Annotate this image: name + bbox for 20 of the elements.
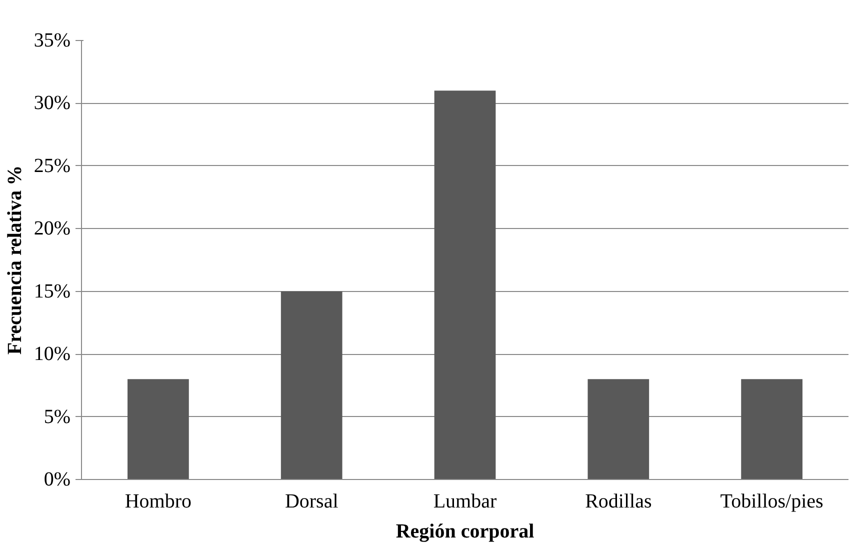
x-tick-label: Rodillas — [585, 490, 652, 512]
x-tick-label: Tobillos/pies — [720, 490, 824, 512]
y-tick-label: 35% — [34, 30, 71, 52]
x-axis-title: Región corporal — [396, 520, 535, 542]
y-tick-label: 25% — [34, 154, 71, 177]
x-tick-label: Dorsal — [284, 490, 339, 512]
bar — [128, 379, 189, 480]
bar — [588, 379, 650, 480]
y-tick-label: 10% — [34, 343, 71, 366]
y-tick-label: 15% — [34, 280, 71, 302]
x-tick-label: Hombro — [124, 490, 192, 512]
bar — [741, 379, 802, 480]
y-tick-label: 20% — [34, 218, 71, 240]
y-tick-label: 30% — [34, 92, 71, 114]
y-tick-label: 5% — [44, 406, 71, 428]
bar — [434, 90, 496, 480]
bar — [280, 291, 342, 480]
y-axis-title: Frecuencia relativa % — [4, 165, 26, 355]
y-tick-label: 0% — [44, 468, 71, 490]
x-tick-label: Lumbar — [433, 490, 497, 512]
